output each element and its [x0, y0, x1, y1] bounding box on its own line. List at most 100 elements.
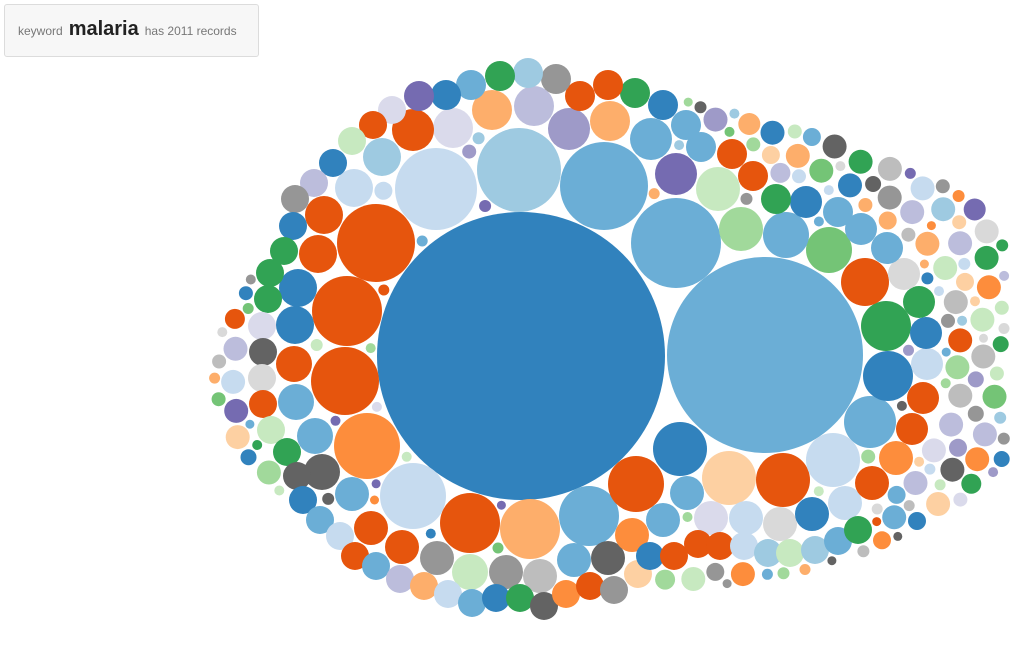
bubble[interactable] — [738, 161, 768, 191]
bubble[interactable] — [801, 536, 829, 564]
bubble[interactable] — [458, 589, 486, 617]
bubble[interactable] — [761, 184, 791, 214]
bubble[interactable] — [934, 479, 946, 491]
bubble[interactable] — [790, 186, 822, 218]
bubble[interactable] — [305, 196, 343, 234]
bubble[interactable] — [871, 232, 903, 264]
bubble[interactable] — [395, 148, 477, 230]
bubble[interactable] — [941, 347, 951, 357]
bubble[interactable] — [838, 173, 862, 198]
bubble[interactable] — [921, 272, 934, 285]
bubble[interactable] — [996, 239, 1009, 252]
bubble[interactable] — [887, 485, 906, 504]
bubble[interactable] — [256, 259, 284, 287]
bubble[interactable] — [590, 101, 630, 141]
bubble[interactable] — [630, 118, 672, 160]
bubble[interactable] — [901, 227, 916, 242]
bubble[interactable] — [359, 111, 387, 139]
bubble[interactable] — [371, 401, 382, 412]
bubble[interactable] — [795, 497, 829, 531]
bubble[interactable] — [276, 306, 314, 344]
bubble[interactable] — [931, 197, 956, 222]
bubble[interactable] — [485, 61, 515, 91]
bubble[interactable] — [655, 569, 676, 590]
bubble[interactable] — [472, 132, 485, 145]
bubble[interactable] — [965, 447, 990, 472]
bubble[interactable] — [956, 272, 974, 291]
bubble[interactable] — [908, 512, 926, 530]
bubble[interactable] — [997, 432, 1010, 445]
bubble[interactable] — [322, 492, 335, 505]
bubble[interactable] — [410, 572, 438, 600]
bubble[interactable] — [221, 369, 246, 394]
bubble[interactable] — [919, 259, 929, 269]
bubble[interactable] — [477, 128, 561, 212]
bubble[interactable] — [963, 198, 986, 221]
bubble[interactable] — [300, 169, 328, 197]
bubble[interactable] — [249, 390, 277, 418]
bubble[interactable] — [686, 132, 716, 162]
bubble[interactable] — [496, 500, 506, 510]
bubble[interactable] — [452, 554, 488, 590]
bubble[interactable] — [915, 231, 940, 256]
bubble[interactable] — [702, 451, 756, 505]
bubble[interactable] — [385, 530, 419, 564]
bubble[interactable] — [576, 572, 604, 600]
bubble[interactable] — [888, 258, 920, 290]
bubble[interactable] — [972, 422, 997, 447]
bubble[interactable] — [671, 110, 701, 140]
bubble[interactable] — [552, 580, 580, 608]
bubble[interactable] — [225, 425, 250, 450]
bubble[interactable] — [730, 562, 755, 587]
bubble[interactable] — [740, 192, 753, 205]
bubble[interactable] — [910, 317, 942, 349]
bubble[interactable] — [776, 539, 804, 567]
bubble[interactable] — [706, 562, 725, 581]
bubble[interactable] — [730, 532, 758, 560]
bubble[interactable] — [761, 146, 780, 164]
bubble[interactable] — [761, 568, 773, 580]
bubble[interactable] — [970, 296, 980, 307]
bubble[interactable] — [948, 231, 973, 256]
bubble[interactable] — [240, 449, 257, 466]
bubble[interactable] — [694, 101, 707, 114]
bubble[interactable] — [514, 86, 554, 126]
bubble[interactable] — [238, 286, 253, 301]
bubble[interactable] — [341, 542, 369, 570]
bubble[interactable] — [841, 258, 889, 306]
bubble[interactable] — [270, 237, 298, 265]
bubble[interactable] — [252, 440, 263, 450]
bubble[interactable] — [910, 176, 935, 201]
bubble[interactable] — [256, 460, 281, 485]
bubble[interactable] — [560, 142, 648, 230]
bubble[interactable] — [907, 382, 939, 414]
bubble[interactable] — [828, 486, 862, 520]
bubble[interactable] — [756, 453, 810, 507]
bubble[interactable] — [523, 559, 557, 593]
bubble[interactable] — [952, 215, 967, 230]
bubble[interactable] — [559, 486, 619, 546]
bubble[interactable] — [904, 167, 916, 179]
bubble[interactable] — [861, 449, 876, 464]
bubble[interactable] — [416, 235, 428, 247]
bubble[interactable] — [273, 438, 301, 466]
bubble[interactable] — [646, 503, 680, 537]
bubble[interactable] — [941, 313, 955, 328]
bubble[interactable] — [492, 542, 504, 554]
bubble[interactable] — [940, 457, 965, 482]
bubble[interactable] — [993, 451, 1010, 467]
bubble[interactable] — [799, 564, 811, 575]
bubble[interactable] — [667, 257, 863, 453]
bubble[interactable] — [787, 124, 802, 139]
bubble[interactable] — [958, 257, 971, 270]
bubble[interactable] — [431, 80, 461, 110]
bubble[interactable] — [729, 501, 763, 535]
bubble[interactable] — [879, 441, 913, 475]
bubble[interactable] — [386, 565, 414, 593]
bubble[interactable] — [456, 70, 486, 100]
bubble[interactable] — [212, 354, 227, 369]
bubble[interactable] — [224, 308, 245, 329]
bubble[interactable] — [513, 58, 543, 88]
bubble[interactable] — [636, 542, 664, 570]
bubble[interactable] — [823, 197, 853, 227]
